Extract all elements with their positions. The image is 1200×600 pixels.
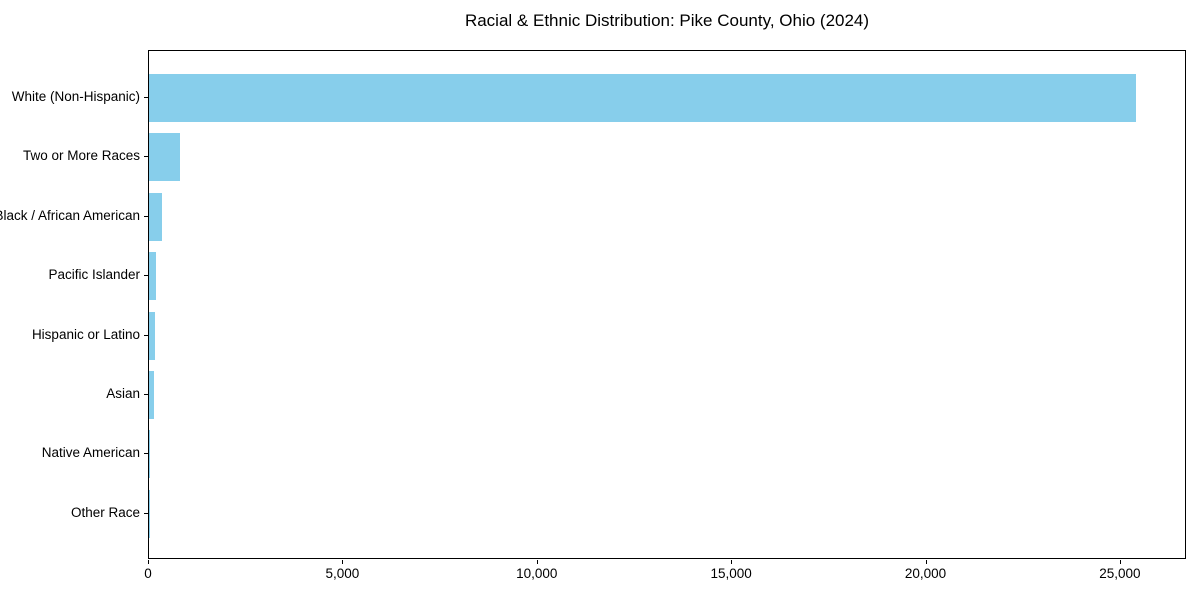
bar [149, 133, 181, 182]
x-tick-label: 25,000 [1099, 566, 1141, 581]
y-tick-label: Native American [41, 445, 140, 461]
x-tick [925, 560, 927, 564]
y-tick-label: Pacific Islander [48, 267, 140, 283]
chart-title: Racial & Ethnic Distribution: Pike Count… [464, 11, 870, 30]
x-tick-label: 10,000 [516, 566, 558, 581]
x-tick [731, 560, 733, 564]
bar [149, 252, 156, 301]
plot-area [148, 50, 1186, 559]
y-tick [144, 97, 148, 98]
x-tick [342, 560, 344, 564]
bar [149, 311, 155, 360]
bar [149, 430, 151, 479]
x-tick-label: 20,000 [904, 566, 947, 581]
y-tick-label: Two or More Races [22, 148, 140, 164]
x-tick [148, 560, 149, 564]
x-tick [536, 560, 538, 564]
y-tick [144, 156, 148, 158]
y-tick [144, 394, 148, 395]
y-tick [144, 275, 148, 277]
y-tick [144, 334, 148, 336]
x-tick-label: 5,000 [325, 566, 360, 581]
y-tick-label: Hispanic or Latino [31, 326, 140, 342]
y-tick-label: White (Non-Hispanic) [11, 89, 140, 104]
x-tick [1119, 560, 1121, 564]
y-tick [144, 512, 148, 514]
y-tick-label: Other Race [70, 504, 140, 520]
bar [149, 74, 1137, 122]
x-tick-label: 0 [144, 566, 152, 581]
y-tick [144, 215, 148, 217]
bar [149, 192, 162, 241]
y-tick-label: Black / African American [0, 207, 140, 223]
bar [149, 371, 154, 419]
x-tick-label: 15,000 [710, 566, 752, 581]
y-tick [144, 453, 148, 455]
y-tick-label: Asian [106, 386, 140, 401]
